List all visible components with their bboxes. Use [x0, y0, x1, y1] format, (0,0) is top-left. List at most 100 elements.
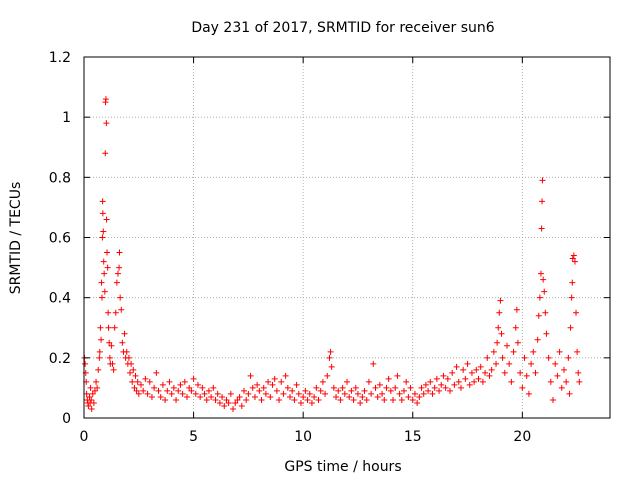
data-point [381, 396, 388, 403]
axis-ticks: 0 5 10 15 20 0 0.2 0.4 0.6 0.8 1 1.2 [49, 50, 610, 445]
data-point [537, 270, 544, 277]
data-point [344, 378, 350, 385]
data-point [488, 366, 495, 373]
data-point [558, 384, 565, 391]
data-point [387, 387, 394, 394]
data-point [440, 372, 447, 379]
data-point [425, 387, 432, 394]
data-point [409, 396, 416, 403]
data-point [565, 354, 572, 361]
data-point [282, 372, 289, 379]
data-point [214, 390, 221, 397]
data-point [359, 393, 366, 400]
data-point [501, 369, 508, 376]
data-point [328, 363, 335, 370]
data-point [570, 252, 577, 259]
data-point [212, 396, 219, 403]
data-point [181, 378, 188, 385]
data-point [311, 393, 318, 400]
data-point [93, 378, 100, 385]
data-point [552, 360, 559, 367]
data-point [223, 396, 230, 403]
data-point [112, 309, 119, 316]
data-point [547, 378, 554, 385]
data-point [539, 177, 546, 184]
data-point [550, 396, 557, 403]
data-point [416, 393, 423, 400]
data-point [530, 348, 537, 355]
data-point [542, 309, 549, 316]
data-point [155, 387, 162, 394]
data-point [431, 384, 438, 391]
data-point [513, 306, 520, 313]
data-point [116, 249, 123, 256]
data-point [567, 324, 574, 331]
data-point [153, 369, 160, 376]
data-point [227, 390, 234, 397]
data-point [327, 348, 334, 355]
data-point [322, 390, 329, 397]
data-point [111, 324, 118, 331]
data-point [496, 309, 503, 316]
data-point [225, 399, 232, 406]
data-point [87, 384, 94, 391]
y-tick-label: 1 [62, 110, 71, 126]
data-point [528, 360, 535, 367]
data-point [503, 342, 510, 349]
data-point [132, 372, 139, 379]
data-point [383, 384, 390, 391]
data-point [96, 348, 103, 355]
data-point [453, 363, 460, 370]
data-point [269, 381, 276, 388]
data-point [271, 375, 278, 382]
data-point [495, 324, 502, 331]
data-point [278, 378, 285, 385]
data-point [569, 255, 576, 262]
data-point [117, 294, 124, 301]
data-point [560, 366, 567, 373]
data-point [302, 387, 309, 394]
data-point [348, 387, 355, 394]
data-point [293, 381, 300, 388]
data-point [568, 294, 575, 301]
data-point [254, 381, 261, 388]
data-point [354, 390, 361, 397]
data-point [361, 387, 368, 394]
data-point [170, 384, 177, 391]
x-axis-label: GPS time / hours [284, 459, 401, 475]
data-point [249, 384, 256, 391]
data-point [148, 393, 155, 400]
data-point [221, 402, 228, 409]
data-point [100, 258, 107, 265]
data-point [411, 390, 418, 397]
data-point [289, 387, 296, 394]
data-point [494, 339, 501, 346]
data-point [398, 396, 405, 403]
data-point [95, 366, 102, 373]
data-point [106, 354, 113, 361]
data-point [94, 384, 101, 391]
data-point [262, 390, 269, 397]
data-point [119, 339, 126, 346]
data-point [135, 390, 142, 397]
data-point [98, 336, 105, 343]
data-point [420, 390, 427, 397]
data-point [407, 384, 414, 391]
data-point [267, 393, 274, 400]
data-point [102, 96, 109, 103]
data-point [190, 375, 197, 382]
data-point [396, 390, 403, 397]
data-point [203, 396, 210, 403]
data-point [418, 384, 425, 391]
data-point [98, 294, 105, 301]
data-point [99, 198, 106, 205]
data-point [90, 399, 97, 406]
data-point [238, 402, 245, 409]
data-point [554, 372, 561, 379]
data-point [280, 390, 287, 397]
data-point [462, 375, 469, 382]
data-point [162, 396, 169, 403]
data-point [142, 375, 149, 382]
data-point [247, 372, 254, 379]
data-point [114, 270, 121, 277]
